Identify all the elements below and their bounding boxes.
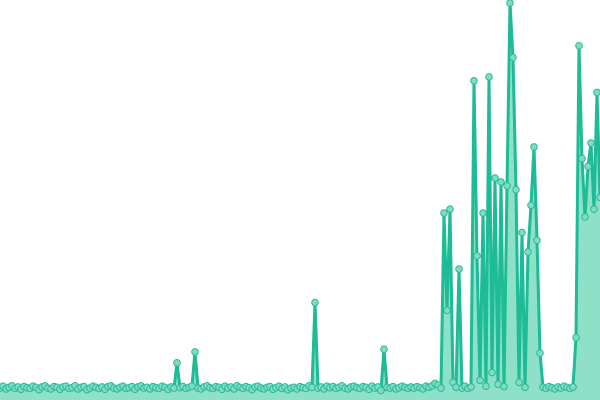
- data-point: [518, 228, 526, 237]
- data-point: [311, 298, 319, 307]
- data-point: [380, 345, 388, 354]
- data-point: [473, 252, 481, 260]
- data-point: [482, 382, 490, 390]
- data-point: [590, 205, 598, 213]
- data-point: [455, 265, 463, 273]
- data-point: [503, 182, 511, 190]
- data-point: [377, 386, 385, 395]
- data-point: [491, 174, 499, 182]
- data-point: [512, 185, 520, 194]
- data-point: [506, 0, 514, 7]
- data-point: [443, 306, 451, 315]
- data-point: [587, 139, 595, 147]
- data-point: [593, 88, 600, 97]
- data-point: [497, 178, 505, 186]
- data-point: [191, 348, 199, 356]
- data-point: [572, 333, 580, 342]
- data-point: [500, 382, 508, 391]
- data-point: [581, 213, 589, 221]
- series-area: [0, 3, 600, 400]
- data-point: [596, 193, 600, 202]
- data-point: [467, 383, 475, 391]
- data-point: [446, 205, 454, 213]
- data-point: [530, 143, 538, 151]
- data-point: [575, 41, 583, 50]
- data-point: [578, 154, 586, 163]
- data-point: [485, 73, 493, 81]
- data-point: [476, 376, 484, 385]
- data-point: [536, 349, 544, 357]
- data-point: [509, 53, 517, 62]
- data-point: [479, 209, 487, 217]
- data-point: [515, 378, 523, 387]
- data-point: [437, 384, 445, 392]
- data-point: [584, 162, 592, 171]
- data-point: [440, 209, 448, 217]
- data-point: [527, 201, 535, 210]
- data-point: [470, 77, 478, 85]
- data-point: [533, 236, 541, 245]
- data-point: [569, 383, 577, 391]
- data-point: [173, 359, 181, 367]
- data-point: [488, 368, 496, 377]
- data-point: [524, 248, 532, 256]
- data-point: [521, 383, 529, 392]
